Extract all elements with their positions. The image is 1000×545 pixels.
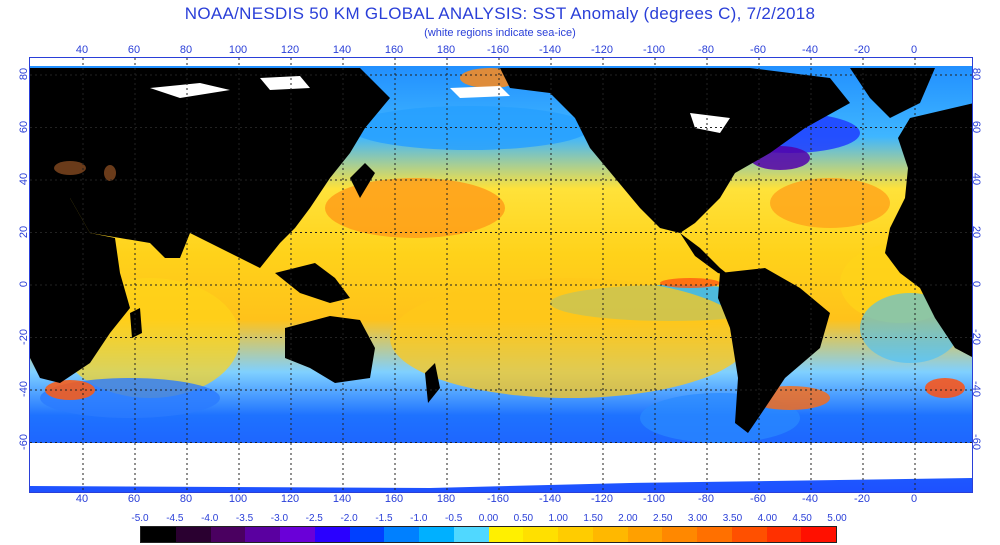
longitude-label: 180 xyxy=(436,44,456,56)
colorbar-swatch xyxy=(245,527,280,542)
longitude-label: 0 xyxy=(910,44,918,56)
colorbar-swatch xyxy=(453,527,489,542)
longitude-label: -160 xyxy=(486,44,510,56)
colorbar-swatch xyxy=(731,527,767,542)
longitude-label: 180 xyxy=(436,493,456,505)
colorbar-label: 1.00 xyxy=(548,513,568,524)
sea-ice xyxy=(30,58,972,488)
colorbar-swatch xyxy=(419,527,454,542)
longitude-label: -100 xyxy=(642,493,666,505)
colorbar-swatch xyxy=(662,527,697,542)
colorbar-label: 2.50 xyxy=(653,513,673,524)
longitude-label: -120 xyxy=(590,44,614,56)
colorbar-swatch xyxy=(210,527,246,542)
map-subtitle: (white regions indicate sea-ice) xyxy=(424,27,576,39)
longitude-label: -160 xyxy=(486,493,510,505)
lake xyxy=(54,161,86,175)
colorbar-label: -3.5 xyxy=(235,513,254,524)
longitude-label: -40 xyxy=(802,44,818,56)
longitude-label: 40 xyxy=(75,44,89,56)
longitude-label: 160 xyxy=(384,44,404,56)
longitude-label: -20 xyxy=(854,493,870,505)
colorbar-swatch xyxy=(523,527,558,542)
map-title: NOAA/NESDIS 50 KM GLOBAL ANALYSIS: SST A… xyxy=(184,4,816,23)
longitude-label: -120 xyxy=(590,493,614,505)
longitude-label: -60 xyxy=(750,493,766,505)
colorbar-swatch xyxy=(141,527,176,542)
colorbar-label: 3.50 xyxy=(722,513,743,524)
longitude-label: -80 xyxy=(698,44,714,56)
colorbar-label: 4.00 xyxy=(757,513,778,524)
colorbar-label: -4.5 xyxy=(166,513,184,524)
colorbar-swatch xyxy=(558,527,593,542)
longitude-label: 60 xyxy=(127,44,141,56)
colorbar-label: 5.00 xyxy=(827,513,847,524)
longitude-label: 140 xyxy=(332,493,352,505)
colorbar-label: 1.50 xyxy=(583,513,603,524)
longitude-label: 120 xyxy=(280,44,300,56)
lake xyxy=(104,165,116,181)
colorbar-swatch xyxy=(175,527,211,542)
colorbar-swatch xyxy=(280,527,315,542)
colorbar-swatch xyxy=(349,527,385,542)
longitude-label: -40 xyxy=(802,493,818,505)
longitude-label: -60 xyxy=(750,44,766,56)
colorbar-label: 0.00 xyxy=(478,513,499,524)
colorbar-swatch xyxy=(592,527,628,542)
colorbar-labels: -5.0 -4.5 -4.0 -3.5 -3.0 -2.5 -2.0 -1.5 -1.0 -0.5… xyxy=(0,513,1000,525)
colorbar-swatch xyxy=(627,527,663,542)
longitude-label: 40 xyxy=(75,493,89,505)
colorbar-label: 2.00 xyxy=(618,513,638,524)
colorbar-swatch xyxy=(697,527,732,542)
longitude-label: -100 xyxy=(642,44,666,56)
longitude-label: 80 xyxy=(179,493,193,505)
colorbar-swatch xyxy=(488,527,524,542)
graticule xyxy=(30,58,972,492)
longitude-label: 120 xyxy=(280,493,300,505)
longitude-label: 0 xyxy=(910,493,918,505)
longitude-label: 160 xyxy=(384,493,404,505)
colorbar-label: -4.0 xyxy=(201,513,219,524)
longitude-label: 60 xyxy=(127,493,141,505)
longitude-label: -140 xyxy=(538,44,562,56)
colorbar-label: 0.50 xyxy=(513,513,534,524)
longitude-label: 140 xyxy=(332,44,352,56)
longitude-label: -20 xyxy=(854,44,870,56)
longitude-label: 100 xyxy=(228,493,248,505)
colorbar-label: -0.5 xyxy=(445,513,463,524)
longitude-label: -80 xyxy=(698,493,714,505)
colorbar-label: 3.00 xyxy=(687,513,708,524)
colorbar-swatch xyxy=(384,527,419,542)
colorbar-label: -5.0 xyxy=(131,513,149,524)
colorbar-label: 4.50 xyxy=(792,513,812,524)
colorbar-swatch xyxy=(801,527,836,542)
longitude-label: 100 xyxy=(228,44,248,56)
colorbar-label: -2.5 xyxy=(305,513,323,524)
longitude-labels-top: 40 60 80 100 120 140 160 180 -160 -140 -120 -100 -80… xyxy=(0,44,1000,58)
colorbar-swatch xyxy=(314,527,350,542)
colorbar-label: -3.0 xyxy=(270,513,289,524)
colorbar-swatch xyxy=(766,527,802,542)
land-masses xyxy=(30,68,972,433)
colorbar-label: -1.0 xyxy=(410,513,428,524)
longitude-labels-bottom: 40 60 80 100 120 140 160 180 -160 -140 -120 -100 -80… xyxy=(0,493,1000,507)
colorbar xyxy=(140,526,837,543)
longitude-label: -140 xyxy=(538,493,562,505)
map-canvas xyxy=(30,58,972,492)
longitude-label: 80 xyxy=(179,44,193,56)
colorbar-label: -1.5 xyxy=(375,513,393,524)
sst-anomaly-map xyxy=(29,57,973,493)
colorbar-label: -2.0 xyxy=(340,513,358,524)
